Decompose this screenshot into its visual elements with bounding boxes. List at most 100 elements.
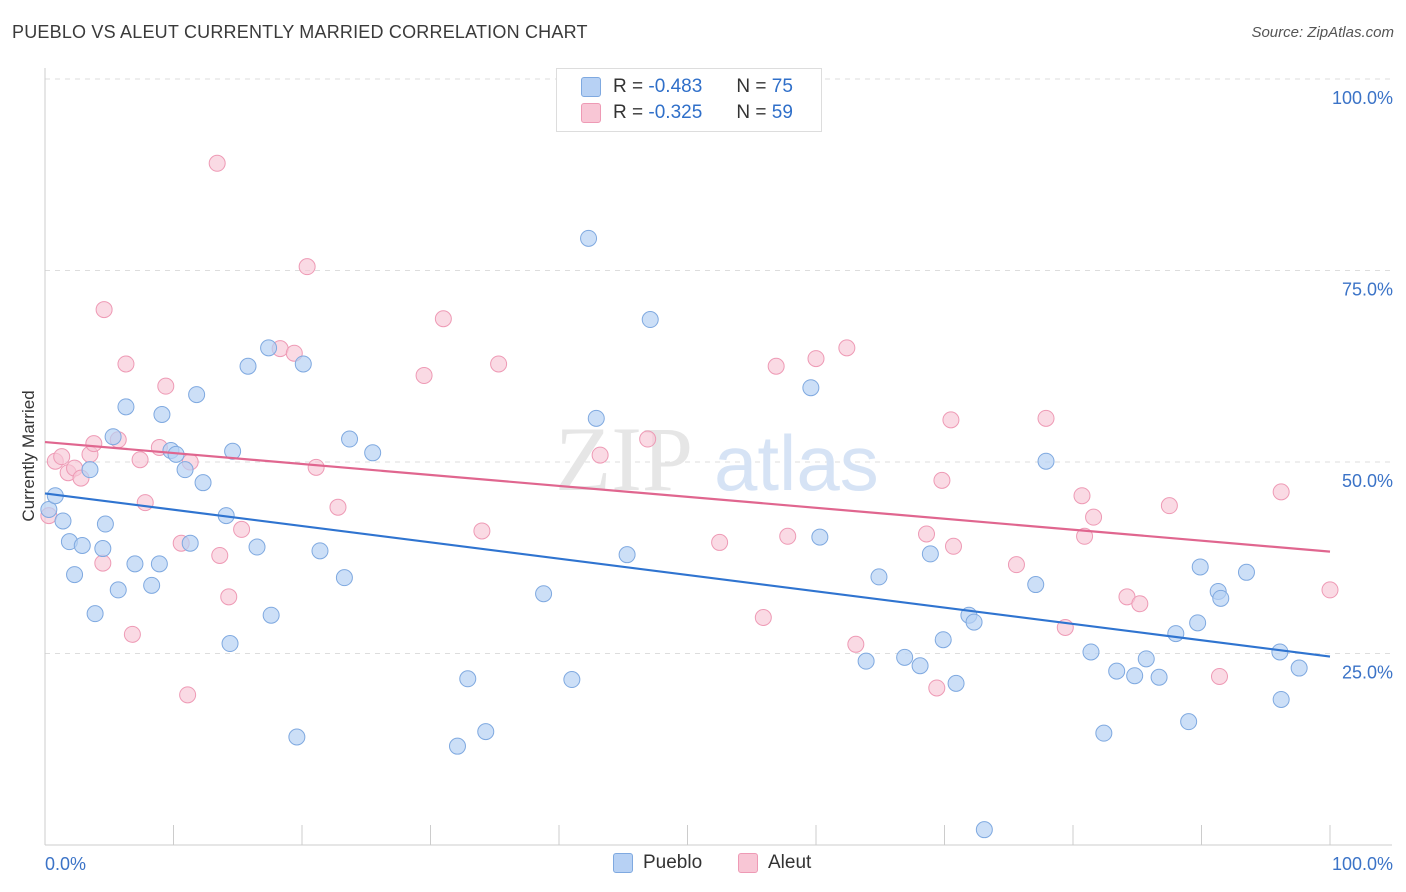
aleut-point <box>434 310 452 328</box>
legend-row-aleut: R = -0.325 N = 59 <box>581 100 793 126</box>
pueblo-point <box>150 555 168 573</box>
pueblo-point <box>194 474 212 492</box>
pueblo-point <box>934 631 952 649</box>
pueblo-point <box>262 606 280 624</box>
pueblo-point <box>580 229 598 247</box>
pueblo-point <box>1212 589 1230 607</box>
y-tick-label: 100.0% <box>1332 88 1393 108</box>
legend-r-value: -0.325 <box>648 102 703 123</box>
pueblo-point <box>288 728 306 746</box>
legend-n-label: N = <box>736 102 767 123</box>
pueblo-point <box>896 648 914 666</box>
pueblo-point <box>965 613 983 631</box>
pueblo-point <box>1180 713 1198 731</box>
aleut-point <box>767 357 785 375</box>
aleut-point <box>779 527 797 545</box>
pueblo-point <box>947 674 965 692</box>
aleut-point <box>847 635 865 653</box>
pueblo-point <box>109 581 127 599</box>
legend: R = -0.483 N = 75 R = -0.325 N = 59 <box>556 68 822 132</box>
aleut-point <box>1160 497 1178 515</box>
aleut-trend-line <box>44 440 1331 553</box>
pueblo-point <box>117 398 135 416</box>
legend-r-label: R = <box>613 76 644 97</box>
legend-n-value: 75 <box>771 76 793 97</box>
y-tick-label: 25.0% <box>1342 663 1393 683</box>
aleut-point <box>179 686 197 704</box>
pueblo-point <box>1191 558 1209 576</box>
y-axis-label: Currently Married <box>19 390 38 521</box>
pueblo-point <box>535 585 553 603</box>
aleut-point <box>942 411 960 429</box>
aleut-point <box>838 339 856 357</box>
legend-r-label: R = <box>613 102 644 123</box>
aleut-point <box>131 451 149 469</box>
pueblo-point <box>221 635 239 653</box>
pueblo-point <box>294 355 312 373</box>
pueblo-trend-line <box>44 492 1331 658</box>
pueblo-swatch <box>613 853 633 873</box>
legend-row-pueblo: R = -0.483 N = 75 <box>581 74 793 100</box>
pueblo-point <box>1167 625 1185 643</box>
aleut-point <box>1076 527 1094 545</box>
chart-title: PUEBLO VS ALEUT CURRENTLY MARRIED CORREL… <box>12 22 588 42</box>
pueblo-point <box>188 386 206 404</box>
aleut-point <box>85 435 103 453</box>
pueblo-point <box>1137 650 1155 668</box>
aleut-points <box>40 154 1339 704</box>
pueblo-point <box>1150 668 1168 686</box>
pueblo-point <box>86 605 104 623</box>
pueblo-point <box>1082 643 1100 661</box>
pueblo-point <box>802 379 820 397</box>
aleut-point <box>157 377 175 395</box>
pueblo-point <box>1027 576 1045 594</box>
pueblo-point <box>126 555 144 573</box>
bottom-legend-label: Aleut <box>768 852 812 873</box>
x-tick-label: 0.0% <box>45 854 86 874</box>
pueblo-point <box>260 339 278 357</box>
aleut-point <box>298 258 316 276</box>
pueblo-point <box>94 540 112 558</box>
pueblo-point <box>40 500 58 518</box>
watermark-atlas: atlas <box>714 419 879 507</box>
aleut-point <box>136 494 154 512</box>
aleut-point <box>211 546 229 564</box>
legend-r-value: -0.483 <box>648 76 703 97</box>
tick-labels: 25.0% 50.0% 75.0% 100.0% 0.0% 100.0% <box>45 88 1393 874</box>
bottom-legend-pueblo: Pueblo <box>613 852 702 874</box>
pueblo-point <box>857 652 875 670</box>
pueblo-point <box>181 534 199 552</box>
pueblo-point <box>248 538 266 556</box>
aleut-point <box>123 625 141 643</box>
watermark: ZIP atlas <box>555 408 879 510</box>
pueblo-point <box>143 576 161 594</box>
aleut-point <box>711 533 729 551</box>
aleut-point <box>1210 667 1228 685</box>
pueblo-point <box>341 430 359 448</box>
pueblo-point <box>1108 662 1126 680</box>
pueblo-point <box>335 569 353 587</box>
pueblo-point <box>459 670 477 688</box>
pueblo-point <box>1126 667 1144 685</box>
aleut-point <box>944 537 962 555</box>
aleut-point <box>754 608 772 626</box>
aleut-point <box>933 471 951 489</box>
pueblo-point <box>911 657 929 675</box>
aleut-point <box>918 525 936 543</box>
axes <box>44 68 1392 846</box>
aleut-point <box>94 554 112 572</box>
pueblo-point <box>1095 724 1113 742</box>
source-label: Source: ZipAtlas.com <box>1251 24 1394 41</box>
pueblo-point <box>54 512 72 530</box>
pueblo-point <box>448 737 466 755</box>
pueblo-point <box>96 515 114 533</box>
pueblo-point <box>364 444 382 462</box>
aleut-point <box>233 520 251 538</box>
aleut-point <box>1272 483 1290 501</box>
aleut-point <box>1085 508 1103 526</box>
aleut-point <box>473 522 491 540</box>
aleut-point <box>220 588 238 606</box>
pueblo-point <box>176 461 194 479</box>
aleut-point <box>208 154 226 172</box>
pueblo-point <box>563 671 581 689</box>
